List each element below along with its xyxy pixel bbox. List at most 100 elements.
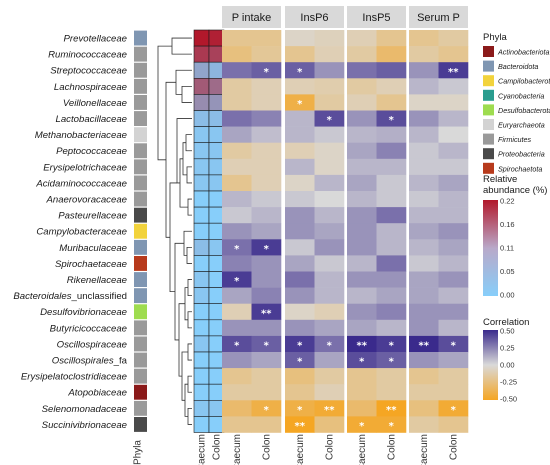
- abundance-cell: [193, 94, 210, 111]
- phylum-cell: [134, 95, 147, 110]
- phyla-legend-swatch: [483, 46, 494, 57]
- phylum-cell: [134, 368, 147, 384]
- correlation-cell: [285, 255, 315, 272]
- correlation-cell: [222, 191, 252, 208]
- correlation-cell: [314, 319, 345, 337]
- abundance-cell: [193, 61, 210, 79]
- phylum-cell: [134, 352, 147, 368]
- phyla-legend-label: Actinobacteriota: [497, 48, 550, 57]
- correlation-cell: [347, 416, 377, 433]
- correlation-cell: [314, 335, 345, 353]
- abundance-cell: [193, 319, 210, 337]
- correlation-cell: [438, 174, 469, 192]
- row-label: Muribaculaceae: [59, 243, 127, 254]
- phyla-legend-swatch: [483, 89, 494, 101]
- abundance-cell: [208, 416, 225, 433]
- significance-mark: *: [264, 405, 270, 416]
- row-label: Acidaminococcaceae: [35, 178, 127, 189]
- correlation-cell: [285, 94, 315, 111]
- abundance-cell: [193, 287, 210, 305]
- abundance-cell: [208, 287, 225, 305]
- significance-mark: *: [359, 357, 365, 368]
- correlation-cell: [251, 416, 282, 433]
- correlation-cell: [409, 223, 439, 240]
- correlation-cell: [376, 142, 407, 160]
- correlation-cell: [376, 352, 407, 369]
- correlation-legend-tick: -0.25: [500, 378, 517, 387]
- correlation-cell: [376, 62, 407, 79]
- row-label: Ruminococcaceae: [48, 50, 127, 61]
- phylum-cell: [134, 46, 147, 62]
- significance-mark: *: [297, 99, 303, 110]
- abundance-cell: [208, 255, 225, 272]
- correlation-colorbar: [483, 330, 498, 400]
- correlation-cell: [222, 158, 252, 176]
- row-label: Anaerovoracaceae: [45, 194, 127, 205]
- correlation-cell: [251, 126, 282, 143]
- abundance-cell: [208, 126, 225, 143]
- correlation-cell: [438, 46, 469, 63]
- abundance-heatmap: Caecum Colon: [193, 29, 225, 465]
- correlation-cell: [409, 239, 439, 256]
- dendro-branch: [181, 85, 192, 103]
- abundance-column-label: Colon: [212, 434, 223, 460]
- correlation-cell: [438, 78, 469, 95]
- abundance-cell: [208, 206, 225, 224]
- correlation-cell: [409, 303, 439, 321]
- correlation-cell: [347, 94, 377, 111]
- correlation-cell: [409, 352, 439, 369]
- correlation-legend-tick: 0.50: [500, 327, 515, 336]
- correlation-cell: [314, 158, 345, 176]
- facet-column-label: Caecum: [295, 434, 306, 465]
- correlation-cell: [376, 335, 407, 353]
- correlation-cell: [409, 142, 439, 160]
- correlation-cell: [409, 335, 439, 353]
- phylum-cell: [134, 127, 147, 143]
- correlation-cell: [251, 255, 282, 272]
- correlation-cell: [222, 400, 252, 417]
- correlation-cell: [251, 207, 282, 224]
- correlation-cell: [222, 239, 252, 256]
- phylum-cell: [134, 78, 147, 94]
- abundance-cell: [208, 319, 225, 337]
- correlation-cell: [222, 303, 252, 321]
- phyla-legend-swatch: [483, 133, 494, 145]
- correlation-legend-tick: 0.00: [500, 361, 515, 370]
- correlation-cell: [409, 191, 439, 208]
- correlation-cell: [347, 271, 377, 288]
- phyla-legend-swatch: [483, 75, 494, 87]
- correlation-cell: [438, 207, 469, 224]
- phylum-cell: [134, 223, 147, 239]
- significance-mark: *: [234, 276, 240, 287]
- dendro-branch: [187, 279, 192, 297]
- abundance-cell: [208, 142, 225, 160]
- abundance-cell: [208, 367, 225, 385]
- significance-mark: *: [297, 405, 303, 416]
- abundance-cell: [208, 158, 225, 176]
- correlation-cell: [409, 78, 439, 95]
- phyla-legend: Phyla Actinobacteriota Bacteroidota Campilo…: [483, 32, 550, 174]
- correlation-cell: [251, 287, 282, 304]
- facet-strip: [409, 6, 468, 28]
- correlation-cell: [409, 94, 439, 111]
- facet-label: InsP6: [300, 12, 328, 24]
- correlation-cell: [285, 287, 315, 304]
- facet-strip: [285, 6, 344, 28]
- facet-label: InsP5: [362, 12, 390, 24]
- correlation-cell: [222, 78, 252, 95]
- correlation-cell: [222, 62, 252, 79]
- facet-column-label: Caecum: [232, 434, 243, 465]
- correlation-cell: [251, 174, 282, 192]
- correlation-cell: [314, 287, 345, 304]
- facet-column-label: Colon: [261, 434, 272, 460]
- correlation-cell: [251, 78, 282, 95]
- significance-mark: *: [264, 340, 270, 351]
- phylum-cell: [134, 384, 147, 400]
- correlation-cell: [314, 223, 345, 240]
- row-label: Oscillospiraceae: [57, 339, 127, 350]
- correlation-cell: [251, 142, 282, 160]
- row-label: Peptococcaceae: [56, 146, 127, 157]
- dendro-branch: [187, 407, 192, 425]
- correlation-cell: [376, 110, 407, 127]
